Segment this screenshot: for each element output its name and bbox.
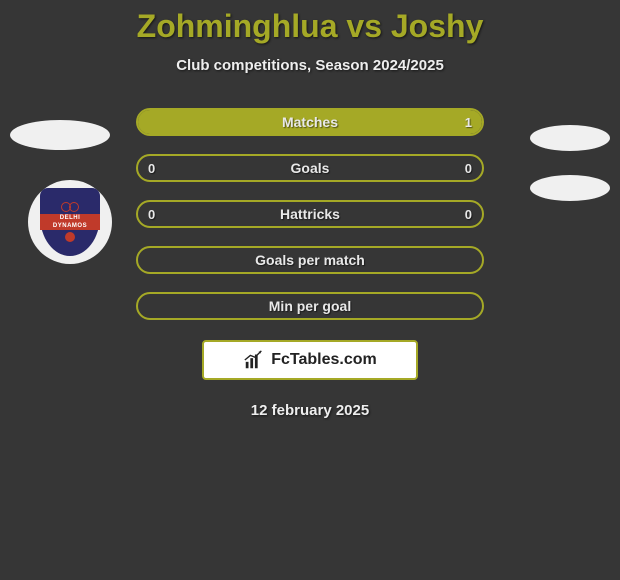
stat-label: Hattricks [280,206,340,222]
stat-value-left: 0 [148,161,155,176]
stat-label: Goals per match [255,252,365,268]
brand-text: FcTables.com [271,351,377,369]
club-rings-icon [61,202,79,212]
stat-label: Min per goal [269,298,351,314]
club-badge: DELHI DYNAMOS [28,180,112,264]
club-label-bot: DYNAMOS [40,222,100,230]
stat-row: 0 Goals 0 [136,154,484,182]
stat-value-right: 1 [465,115,472,130]
club-ball-icon [65,232,75,242]
player-right-avatar-1 [530,125,610,151]
stat-row: Goals per match [136,246,484,274]
stat-row: Min per goal [136,292,484,320]
date-label: 12 february 2025 [0,402,620,419]
stat-value-right: 0 [465,161,472,176]
page-subtitle: Club competitions, Season 2024/2025 [0,57,620,74]
page-title: Zohminghlua vs Joshy [0,0,620,45]
stat-label: Goals [291,160,330,176]
brand-badge[interactable]: FcTables.com [202,340,418,380]
stat-label: Matches [282,114,338,130]
club-shield: DELHI DYNAMOS [40,188,100,256]
club-label-top: DELHI [40,214,100,222]
stat-value-right: 0 [465,207,472,222]
chart-icon [243,349,265,371]
stat-value-left: 0 [148,207,155,222]
stat-row: 0 Hattricks 0 [136,200,484,228]
player-left-avatar [10,120,110,150]
player-right-avatar-2 [530,175,610,201]
stat-row: Matches 1 [136,108,484,136]
